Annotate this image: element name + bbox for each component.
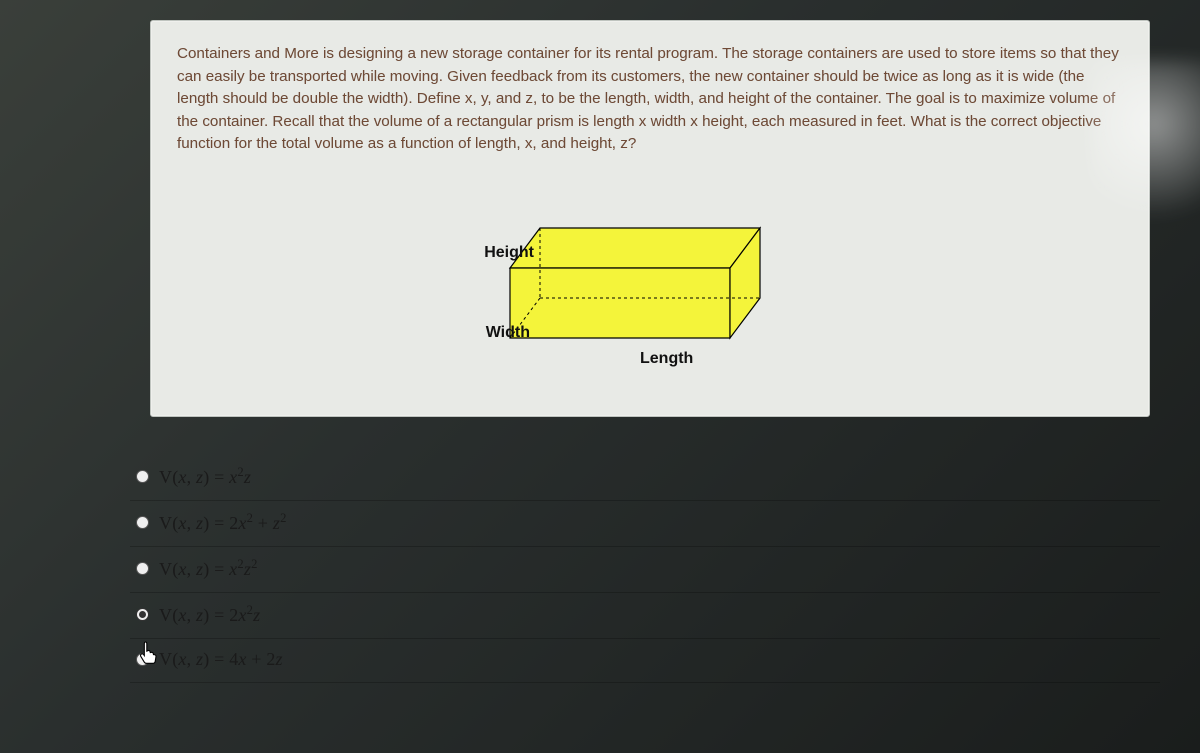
radio-button[interactable]: [136, 653, 149, 666]
label-length: Length: [640, 350, 693, 368]
question-card: Containers and More is designing a new s…: [150, 20, 1150, 417]
answer-option[interactable]: V(x, z) = x2z2: [130, 547, 1160, 593]
option-formula: V(x, z) = 2x2z: [159, 603, 260, 626]
option-formula: V(x, z) = x2z2: [159, 557, 258, 580]
radio-button[interactable]: [136, 608, 149, 621]
answer-option[interactable]: V(x, z) = 2x2z: [130, 593, 1160, 639]
answer-option[interactable]: V(x, z) = 2x2 + z2: [130, 501, 1160, 547]
radio-button[interactable]: [136, 516, 149, 529]
option-formula: V(x, z) = x2z: [159, 465, 251, 488]
radio-button[interactable]: [136, 470, 149, 483]
label-height: Height: [484, 244, 534, 262]
label-width: Width: [486, 324, 530, 342]
prism-diagram: Height Width Length: [470, 188, 830, 368]
answer-option[interactable]: V(x, z) = x2z: [130, 455, 1160, 501]
answer-option[interactable]: V(x, z) = 4x + 2z: [130, 639, 1160, 683]
problem-text: Containers and More is designing a new s…: [177, 43, 1123, 156]
option-formula: V(x, z) = 4x + 2z: [159, 649, 283, 670]
diagram-container: Height Width Length: [177, 188, 1123, 368]
option-formula: V(x, z) = 2x2 + z2: [159, 511, 287, 534]
radio-button[interactable]: [136, 562, 149, 575]
answer-options: V(x, z) = x2z V(x, z) = 2x2 + z2 V(x, z) =…: [130, 455, 1160, 683]
